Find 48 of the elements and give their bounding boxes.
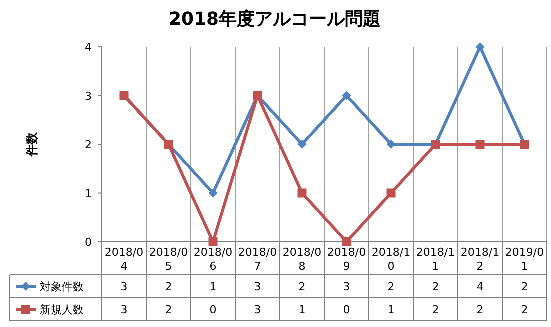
data-label: 2 [388,280,395,294]
x-tick-label: 2019/01 [505,246,544,273]
data-label: 3 [254,304,262,316]
chart-title: 2018年度アルコール問題 [168,9,382,30]
x-tick-label: 2018/08 [282,246,322,273]
x-tick-label: 2018/06 [194,246,233,273]
data-label: 1 [298,304,306,316]
point [476,140,485,149]
data-label: 2 [432,280,440,294]
x-tick-label: 2018/10 [372,246,411,273]
point [386,188,396,198]
x-tick-label: 2018/07 [238,246,278,273]
y-tick-label: 2 [85,138,92,152]
data-label: 3 [343,280,350,294]
y-tick-label: 4 [85,41,92,54]
x-tick-label: 2018/09 [327,246,366,273]
data-label: 2 [432,304,440,316]
point [342,238,352,246]
x-tick-label: 2018/04 [104,246,144,273]
data-label: 0 [343,304,350,316]
x-tick-label: 2018/12 [460,246,500,273]
data-label: 2 [298,280,306,294]
point [298,188,307,198]
x-tick-label: 2018/11 [416,246,456,273]
data-label: 4 [476,280,484,294]
y-tick-label: 1 [85,187,92,200]
data-label: 2 [476,304,484,316]
point [208,188,218,198]
data-label: 1 [210,280,217,294]
data-label: 3 [120,304,128,316]
data-label: 2 [165,280,172,294]
data-label: 1 [388,304,395,316]
point [476,42,485,52]
point [298,140,307,149]
data-label: 2 [521,280,528,294]
legend-label: 対象件数 [40,280,84,294]
y-tick-label: 3 [85,90,92,103]
point [208,238,218,246]
data-label: 2 [165,304,172,316]
data-label: 0 [210,304,217,316]
data-label: 2 [521,304,528,316]
y-axis-title: 件数 [25,132,39,158]
data-label: 3 [120,280,128,294]
point [342,91,352,100]
legend-label: 新規人数 [40,304,84,316]
y-tick-label: 0 [85,236,92,249]
data-label: 3 [254,280,262,294]
x-tick-label: 2018/05 [149,246,188,273]
